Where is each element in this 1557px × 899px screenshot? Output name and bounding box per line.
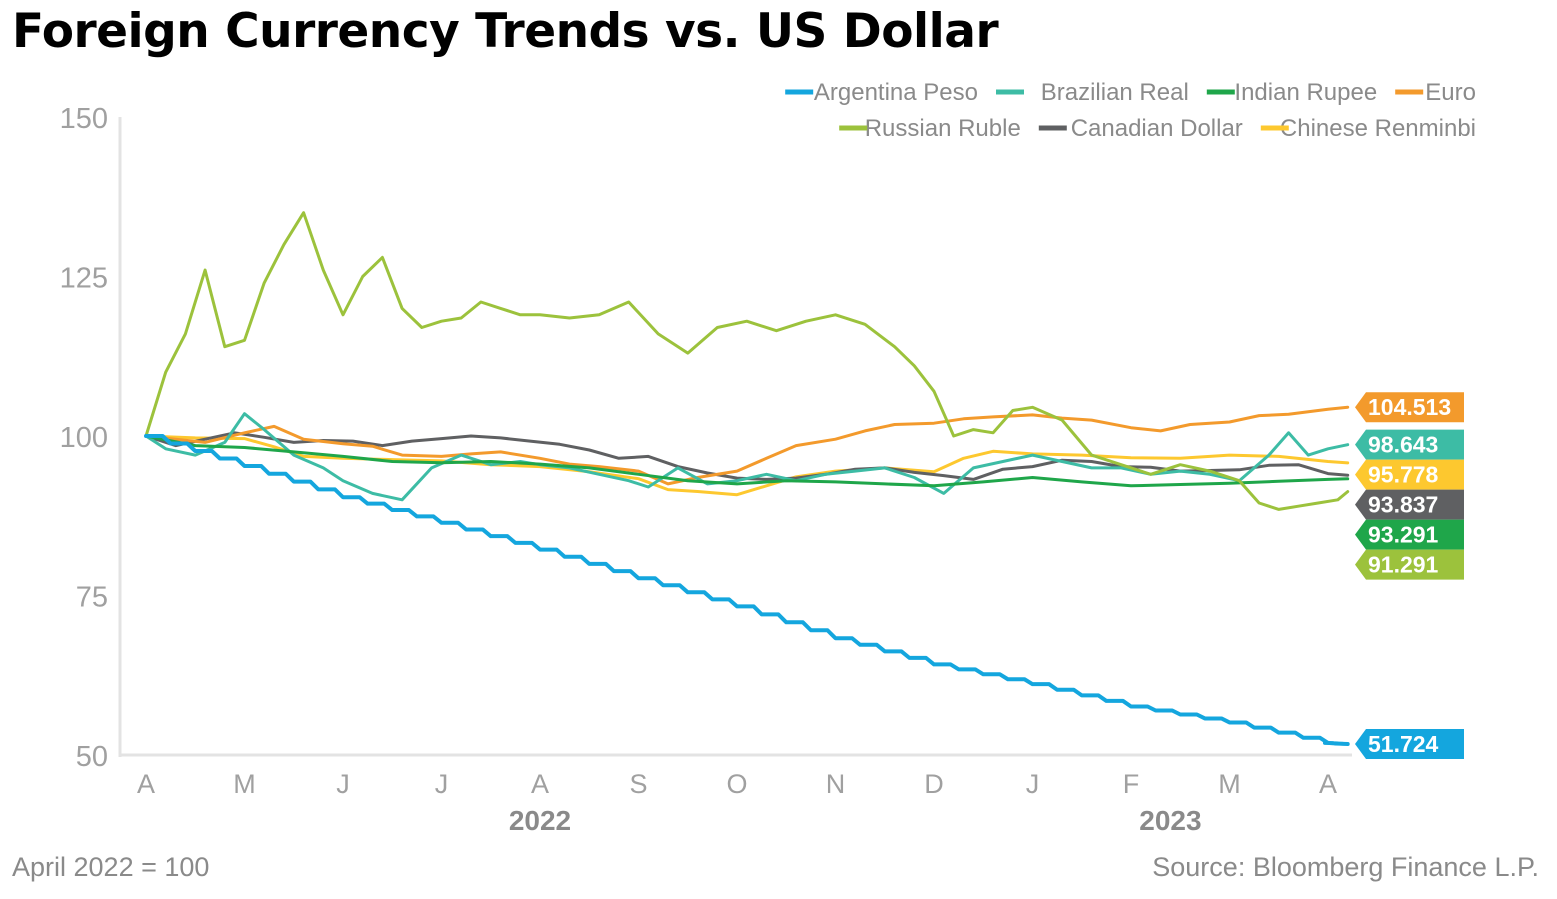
x-tick-label: N xyxy=(826,769,846,799)
x-tick-label: M xyxy=(233,769,256,799)
baseline-note: April 2022 = 100 xyxy=(12,852,210,882)
chart-axes: 50 75 100 125 150 A M J J A S O N D J F M A 2022 2023 xyxy=(60,103,1352,836)
legend-label: Canadian Dollar xyxy=(1071,115,1243,142)
end-value-label: 91.291 xyxy=(1368,552,1439,578)
x-tick-label: O xyxy=(726,769,747,799)
chart-title: Foreign Currency Trends vs. US Dollar xyxy=(12,4,999,59)
x-tick-label: D xyxy=(924,769,944,799)
y-tick-label: 125 xyxy=(60,263,108,295)
year-label: 2023 xyxy=(1139,805,1201,836)
x-tick-label: J xyxy=(435,769,449,799)
end-value-label: 51.724 xyxy=(1368,731,1439,757)
x-tick-label: M xyxy=(1218,769,1241,799)
x-tick-label: S xyxy=(629,769,647,799)
end-value-tag xyxy=(1355,729,1464,760)
series-line-brazilian-real xyxy=(144,412,1350,502)
y-tick-label: 100 xyxy=(60,422,108,454)
legend-label: Russian Ruble xyxy=(865,115,1021,142)
series-line-argentina-peso xyxy=(144,434,1350,747)
source-note: Source: Bloomberg Finance L.P. xyxy=(1152,852,1539,882)
end-value-tag xyxy=(1355,549,1464,580)
x-tick-label: A xyxy=(137,769,155,799)
end-value-label: 95.778 xyxy=(1368,462,1439,488)
x-tick-label: A xyxy=(1319,769,1337,799)
legend-label: Indian Rupee xyxy=(1234,79,1377,106)
x-tick-label: J xyxy=(336,769,350,799)
legend-label: Chinese Renminbi xyxy=(1280,115,1476,142)
end-value-label: 93.837 xyxy=(1368,492,1438,518)
series-layer xyxy=(144,211,1350,747)
series-line-russian-ruble xyxy=(144,211,1350,511)
end-value-label: 98.643 xyxy=(1368,432,1438,458)
end-value-tag xyxy=(1355,489,1464,520)
legend-label: Brazilian Real xyxy=(1041,79,1189,106)
x-tick-label: F xyxy=(1123,769,1140,799)
series-line-chinese-renminbi xyxy=(144,434,1350,497)
x-tick-label: A xyxy=(531,769,549,799)
end-value-labels: 104.513 98.643 95.778 93.837 93.291 91.291 51.… xyxy=(1355,392,1464,760)
y-tick-label: 75 xyxy=(76,582,108,614)
x-tick-label: J xyxy=(1026,769,1040,799)
end-value-label: 104.513 xyxy=(1368,394,1451,420)
series-line-euro xyxy=(144,405,1350,486)
series-line-indian-rupee xyxy=(144,434,1350,488)
end-value-tag xyxy=(1355,519,1464,550)
year-label: 2022 xyxy=(509,805,571,836)
legend-label: Euro xyxy=(1425,79,1476,106)
end-value-tag xyxy=(1355,392,1464,423)
end-value-tag xyxy=(1355,429,1464,460)
end-value-tag xyxy=(1355,459,1464,490)
legend-label: Argentina Peso xyxy=(814,79,978,106)
legend: Euro Indian Rupee Brazilian Real Argentina … xyxy=(785,79,1476,142)
y-tick-label: 150 xyxy=(60,103,108,135)
y-tick-label: 50 xyxy=(76,741,108,773)
end-value-label: 93.291 xyxy=(1368,522,1439,548)
